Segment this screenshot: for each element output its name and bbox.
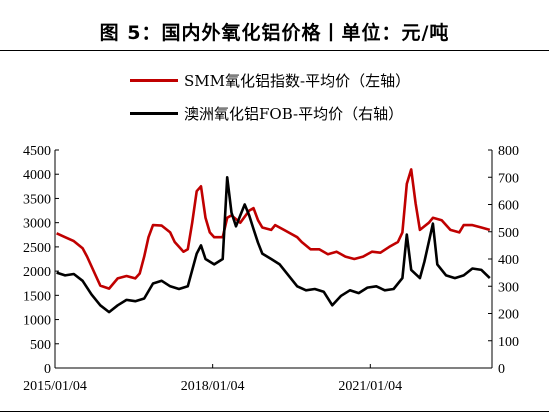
- x-tick-label: 2018/01/04: [181, 379, 245, 394]
- left-tick-label: 2000: [23, 265, 51, 280]
- figure-title: 图 5：国内外氧化铝价格丨单位：元/吨: [99, 22, 450, 44]
- left-tick-label: 4500: [23, 144, 51, 159]
- right-tick-label: 0: [498, 362, 505, 377]
- x-tick-label: 2021/01/04: [338, 379, 402, 394]
- right-tick-label: 500: [498, 226, 519, 241]
- right-tick-label: 200: [498, 308, 519, 323]
- series-line-smm: [56, 168, 491, 290]
- left-tick-label: 3500: [23, 192, 51, 207]
- left-tick-label: 1500: [23, 289, 51, 304]
- legend-label-smm: SMM氧化铝指数-平均价（左轴）: [184, 72, 411, 90]
- legend-item-fob: 澳洲氧化铝FOB-平均价（右轴）: [130, 103, 403, 124]
- right-tick-label: 700: [498, 171, 519, 186]
- right-tick-label: 300: [498, 280, 519, 295]
- series-line-fob: [56, 176, 491, 314]
- legend-label-fob: 澳洲氧化铝FOB-平均价（右轴）: [184, 105, 404, 123]
- left-tick-label: 500: [30, 338, 51, 353]
- title-rule: [0, 50, 549, 51]
- left-tick-label: 3000: [23, 217, 51, 232]
- right-tick-label: 600: [498, 199, 519, 214]
- legend-swatch-black: [130, 112, 178, 115]
- left-tick-label: 4000: [23, 168, 51, 183]
- right-tick-label: 100: [498, 335, 519, 350]
- right-tick-label: 800: [498, 144, 519, 159]
- legend-item-smm: SMM氧化铝指数-平均价（左轴）: [130, 70, 410, 91]
- x-tick-label: 2015/01/04: [23, 379, 87, 394]
- left-tick-label: 0: [44, 362, 51, 377]
- left-tick-label: 2500: [23, 241, 51, 256]
- left-tick-label: 1000: [23, 314, 51, 329]
- right-tick-label: 400: [498, 253, 519, 268]
- legend-swatch-red: [130, 79, 178, 82]
